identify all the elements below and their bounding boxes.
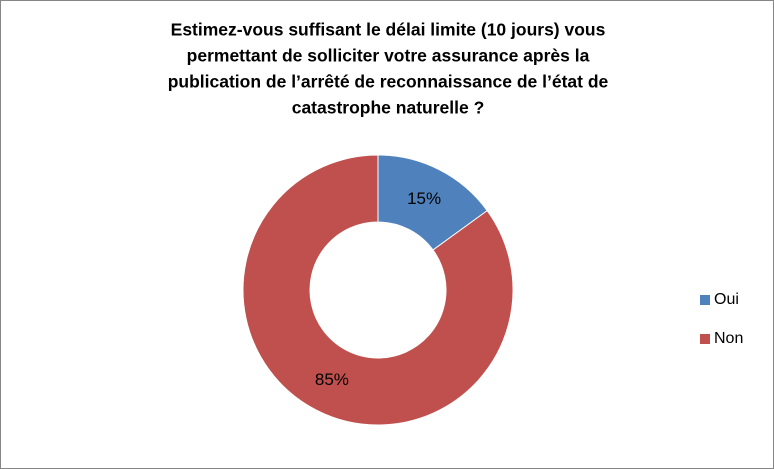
legend-label: Oui — [714, 291, 739, 308]
chart-title: catastrophe naturelle ? — [292, 98, 485, 118]
chart-title: publication de l’arrêté de reconnaissanc… — [168, 72, 609, 92]
data-label: 15% — [407, 189, 441, 208]
data-label: 85% — [315, 370, 349, 389]
chart-title: Estimez-vous suffisant le délai limite (… — [171, 20, 606, 40]
legend-swatch — [700, 334, 710, 344]
chart-title: permettant de solliciter votre assurance… — [187, 46, 590, 66]
donut-segment — [242, 154, 514, 426]
legend-swatch — [700, 295, 710, 305]
legend-label: Non — [714, 330, 743, 347]
